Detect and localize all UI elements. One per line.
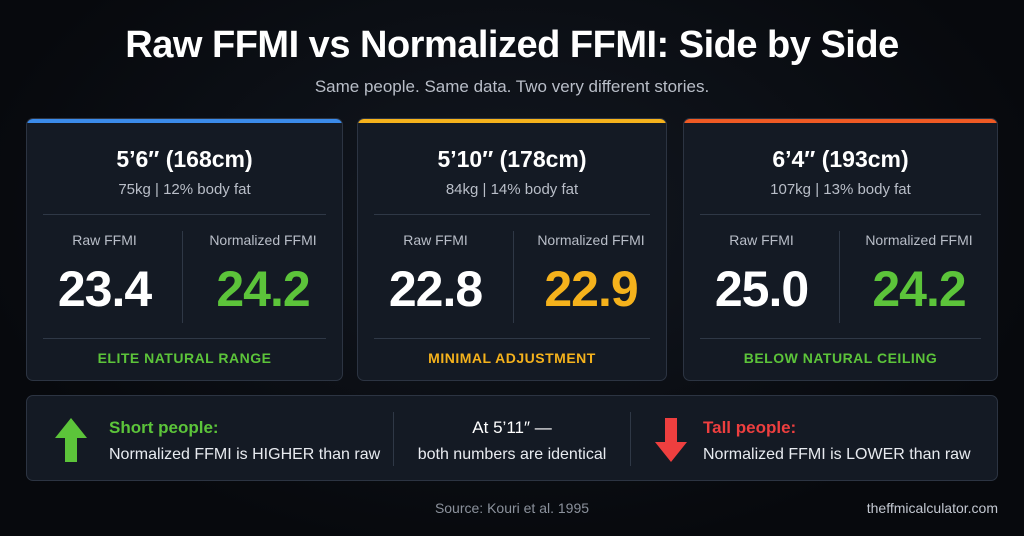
summary-panel: Short people: Normalized FFMI is HIGHER … [26, 395, 998, 481]
page-title: Raw FFMI vs Normalized FFMI: Side by Sid… [125, 24, 899, 66]
card-height: 5’10″ (178cm) [437, 146, 587, 172]
raw-column: Raw FFMI 23.4 [27, 232, 182, 318]
divider [700, 338, 981, 339]
normalized-value: 24.2 [872, 261, 966, 317]
normalized-value: 22.9 [544, 261, 638, 317]
normalized-label: Normalized FFMI [865, 232, 973, 248]
divider [374, 214, 650, 215]
tall-people-title: Tall people: [703, 418, 797, 437]
divider [182, 231, 183, 323]
tall-people-note: Tall people: Normalized FFMI is LOWER th… [703, 418, 971, 464]
raw-value: 23.4 [57, 261, 152, 317]
tall-people-text: Normalized FFMI is LOWER than raw [703, 446, 971, 463]
card-height: 6’4″ (193cm) [772, 146, 909, 172]
card-verdict: ELITE NATURAL RANGE [97, 350, 272, 366]
short-people-text: Normalized FFMI is HIGHER than raw [109, 446, 381, 463]
raw-value: 22.8 [388, 261, 483, 317]
card-medium: 5’10″ (178cm) 84kg | 14% body fat Raw FF… [357, 118, 667, 381]
arrow-up-icon [55, 418, 87, 462]
arrow-down-icon [655, 418, 687, 462]
normalized-column: Normalized FFMI 24.2 [840, 232, 997, 318]
short-people-note: Short people: Normalized FFMI is HIGHER … [109, 418, 380, 464]
short-people-title: Short people: [109, 418, 219, 437]
divider [630, 412, 631, 466]
card-short: 5’6″ (168cm) 75kg | 12% body fat Raw FFM… [26, 118, 343, 381]
identical-note: At 5’11″ — both numbers are identical [394, 418, 630, 464]
normalized-value: 24.2 [216, 261, 310, 317]
divider [374, 338, 650, 339]
divider [513, 231, 514, 323]
normalized-column: Normalized FFMI 24.2 [183, 232, 342, 318]
divider [43, 338, 326, 339]
divider [393, 412, 394, 466]
normalized-label: Normalized FFMI [209, 232, 317, 248]
normalized-label: Normalized FFMI [537, 232, 645, 248]
card-accent-bar [684, 119, 997, 123]
divider [839, 231, 840, 323]
identical-text: both numbers are identical [417, 446, 607, 463]
page-subtitle: Same people. Same data. Two very differe… [314, 77, 710, 96]
normalized-column: Normalized FFMI 22.9 [514, 232, 666, 318]
card-verdict: MINIMAL ADJUSTMENT [428, 350, 596, 366]
card-verdict: BELOW NATURAL CEILING [743, 350, 938, 366]
source-citation: Source: Kouri et al. 1995 [434, 500, 590, 516]
raw-value: 25.0 [714, 261, 809, 317]
identical-title: At 5’11″ — [472, 418, 552, 437]
card-height: 5’6″ (168cm) [116, 146, 253, 172]
card-stats: 75kg | 12% body fat [118, 181, 251, 198]
divider [43, 214, 326, 215]
raw-label: Raw FFMI [403, 232, 468, 248]
raw-label: Raw FFMI [72, 232, 137, 248]
site-url: theffmicalculator.com [866, 500, 998, 516]
divider [700, 214, 981, 215]
card-accent-bar [27, 119, 342, 123]
raw-column: Raw FFMI 22.8 [358, 232, 513, 318]
card-stats: 107kg | 13% body fat [770, 181, 911, 198]
card-tall: 6’4″ (193cm) 107kg | 13% body fat Raw FF… [683, 118, 998, 381]
card-stats: 84kg | 14% body fat [445, 181, 579, 198]
raw-column: Raw FFMI 25.0 [684, 232, 839, 318]
card-accent-bar [358, 119, 666, 123]
raw-label: Raw FFMI [729, 232, 794, 248]
